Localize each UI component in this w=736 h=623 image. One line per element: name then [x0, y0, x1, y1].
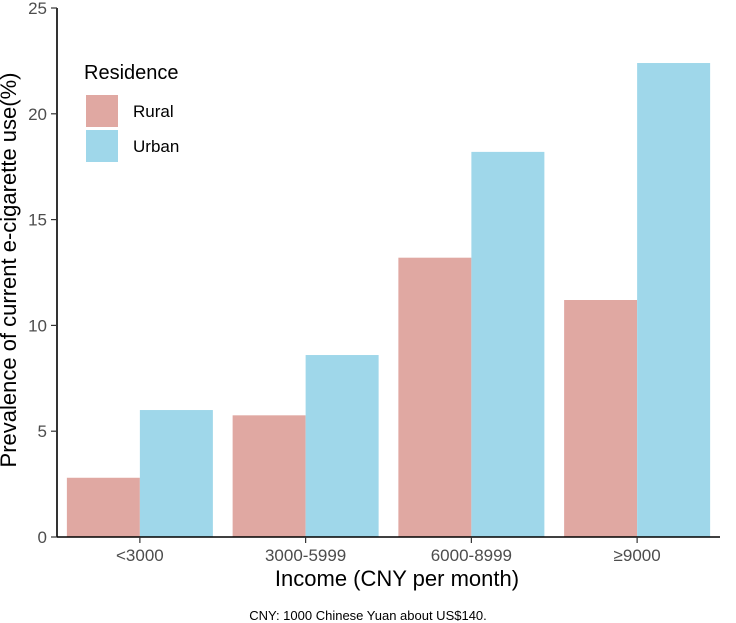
bar-urban-2: [471, 151, 545, 537]
axes-layer: [56, 8, 720, 538]
y-tick-label: 20: [28, 105, 47, 124]
x-tick-label: <3000: [116, 546, 164, 565]
bars-layer: [66, 63, 711, 538]
legend: Residence Rural Urban: [84, 62, 179, 162]
y-ticks: 0 5 10 15 20 25: [28, 0, 57, 547]
figure-caption: CNY: 1000 Chinese Yuan about US$140.: [249, 608, 487, 623]
bar-rural-1: [232, 415, 306, 537]
bar-urban-3: [637, 63, 711, 538]
legend-label-urban: Urban: [133, 137, 179, 156]
x-tick-label: ≥9000: [614, 546, 661, 565]
x-axis-title: Income (CNY per month): [275, 566, 519, 591]
legend-title: Residence: [84, 62, 179, 84]
legend-swatch-rural: [86, 95, 118, 127]
x-tick-label: 6000-8999: [431, 546, 512, 565]
bar-rural-0: [66, 477, 140, 537]
legend-label-rural: Rural: [133, 102, 174, 121]
y-tick-label: 10: [28, 316, 47, 335]
y-tick-label: 0: [38, 528, 47, 547]
bar-urban-1: [305, 355, 379, 537]
bar-urban-0: [139, 410, 213, 537]
bar-rural-2: [398, 257, 472, 537]
legend-swatch-urban: [86, 130, 118, 162]
x-tick-label: 3000-5999: [265, 546, 346, 565]
y-tick-label: 5: [38, 422, 47, 441]
y-tick-label: 25: [28, 0, 47, 18]
y-axis-title: Prevalence of current e-cigarette use(%): [0, 73, 21, 468]
bar-rural-3: [564, 300, 638, 537]
x-ticks: <3000 3000-5999 6000-8999 ≥9000: [116, 537, 661, 565]
y-tick-label: 15: [28, 211, 47, 230]
